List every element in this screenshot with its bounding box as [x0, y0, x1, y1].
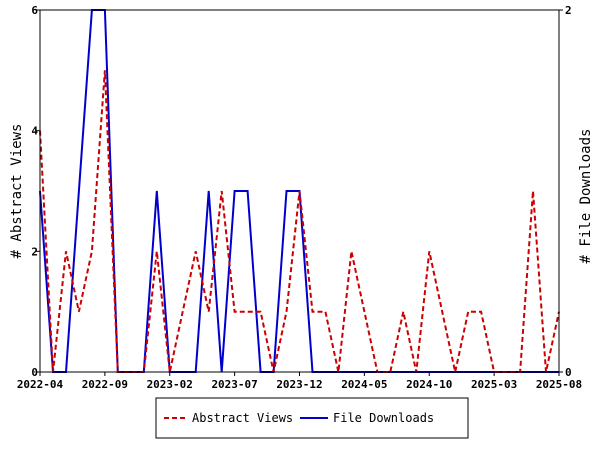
x-tick-label: 2023-12: [276, 378, 322, 391]
x-tick-label: 2022-04: [17, 378, 64, 391]
x-tick-label: 2023-02: [147, 378, 193, 391]
x-tick-label: 2024-05: [341, 378, 387, 391]
right-y-tick-label: 0: [565, 366, 572, 379]
x-tick-label: 2022-09: [82, 378, 128, 391]
plot-frame: [39, 9, 560, 373]
x-tick-label: 2023-07: [211, 378, 257, 391]
left-y-tick-label: 4: [31, 125, 38, 138]
legend-label-file-downloads: File Downloads: [333, 411, 434, 425]
x-tick-label: 2025-08: [536, 378, 582, 391]
left-y-axis-ticks: 0 2 4 6: [31, 4, 40, 379]
left-y-tick-label: 0: [31, 366, 38, 379]
left-y-tick-label: 6: [31, 4, 38, 17]
x-tick-label: 2024-10: [406, 378, 452, 391]
x-tick-label: 2025-03: [471, 378, 517, 391]
legend: Abstract Views File Downloads: [155, 397, 469, 439]
right-y-axis-title: # File Downloads: [578, 129, 594, 264]
right-y-axis-ticks: 02: [559, 4, 572, 379]
legend-label-abstract-views: Abstract Views: [192, 411, 293, 425]
x-axis-ticks: 2022-04 2022-09 2023-02 2023-07 2023-12 2024-…: [17, 372, 582, 391]
series-line-abstract-views: [39, 70, 560, 373]
left-y-axis-title: # Abstract Views: [9, 124, 25, 259]
right-y-tick-label: 2: [565, 4, 572, 17]
series-layer: [39, 9, 560, 373]
left-y-tick-label: 2: [31, 245, 38, 258]
